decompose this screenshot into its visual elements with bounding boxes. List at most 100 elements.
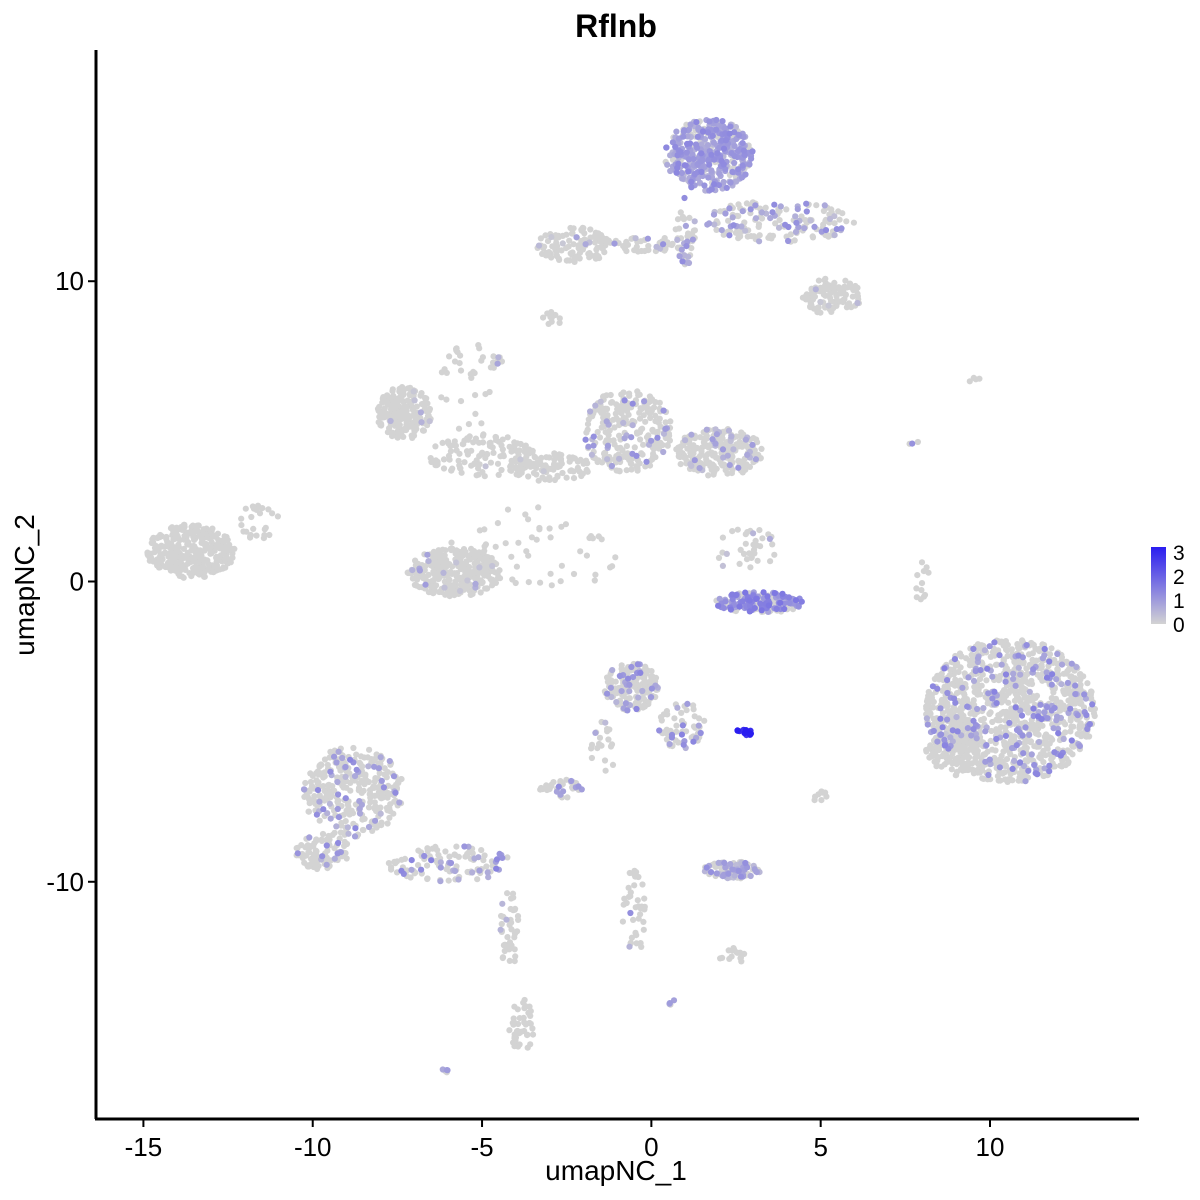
cell-point [627,909,634,917]
cell-point [1005,699,1012,706]
cell-point [767,232,774,239]
cell-point [716,170,723,177]
cell-point [944,702,951,709]
cell-point [726,462,733,469]
cell-point [215,555,222,562]
cell-point [598,424,605,431]
cell-point [660,407,667,414]
cell-point [681,252,688,259]
cell-point [735,440,742,447]
cell-point [973,735,980,742]
cell-point [720,605,728,612]
cell-point [970,717,977,725]
cell-point [477,589,484,596]
cell-point [971,743,978,750]
cell-point [570,475,578,482]
cell-point [374,405,382,413]
cell-point [852,282,859,290]
cell-point [648,694,655,701]
cell-point [931,758,938,765]
cell-point [639,881,646,888]
cell-point [1044,715,1051,722]
cell-point [508,553,515,560]
cell-point [681,194,688,202]
cell-point [967,710,974,717]
cell-point [715,859,722,867]
cell-point [700,439,708,446]
cell-point [997,724,1005,731]
cell-point [811,223,818,230]
cell-point [1018,720,1025,727]
cell-point [335,814,342,821]
cell-point [550,779,557,786]
cell-point [210,532,217,539]
cell-point [584,426,591,433]
cell-point [462,569,469,576]
cell-point [506,957,513,965]
cell-point [481,852,488,859]
cell-point [854,293,862,300]
cell-point [989,718,996,726]
cell-point [697,434,704,441]
cell-point [576,249,584,256]
cell-point [920,593,928,600]
cell-point [459,441,466,448]
cell-point [365,778,372,786]
cell-point [993,726,1000,733]
cell-point [962,717,970,724]
cell-point [725,870,732,877]
cell-point [381,409,388,416]
cell-point [537,455,544,463]
cell-point [635,915,642,922]
cell-point [597,407,604,415]
cell-point [664,161,671,168]
cell-point [384,429,391,436]
cell-point [846,282,853,290]
cell-point [440,553,447,561]
cell-point [510,907,517,914]
cell-point [709,436,716,443]
cell-point [398,776,405,783]
cell-point [850,219,858,226]
cell-point [424,551,431,558]
cell-point [732,123,740,131]
cell-point [821,202,828,209]
cell-point [390,773,398,780]
cell-point [628,434,635,441]
cell-point [480,857,487,864]
cell-point [1072,696,1079,704]
cell-point [835,208,842,215]
cell-point [1011,737,1018,744]
cell-point [601,450,608,457]
cell-point [636,415,644,422]
cell-point [353,766,360,773]
cell-point [697,158,704,165]
cell-point [535,504,542,511]
cell-point [666,1000,673,1007]
cell-point [201,541,208,548]
cell-point [729,528,736,535]
cell-point [652,418,659,425]
cell-point [703,864,710,871]
cell-point [590,433,597,440]
cell-point [664,442,671,449]
cell-point [923,703,930,710]
cell-point [564,794,571,801]
cell-point [1054,650,1061,658]
cell-point [598,536,605,543]
cell-point [1051,656,1058,664]
cell-point [968,760,975,767]
cell-point [447,448,454,455]
cell-point [482,585,489,592]
cell-point [729,866,736,873]
cell-point [556,315,563,322]
cell-point [959,700,966,707]
cell-point [457,367,465,374]
cell-point [631,867,638,874]
cell-point [558,562,566,569]
cell-point [415,847,422,854]
cell-point [365,823,373,831]
cell-point [172,535,179,542]
cell-point [820,221,827,228]
cell-point [632,873,639,880]
